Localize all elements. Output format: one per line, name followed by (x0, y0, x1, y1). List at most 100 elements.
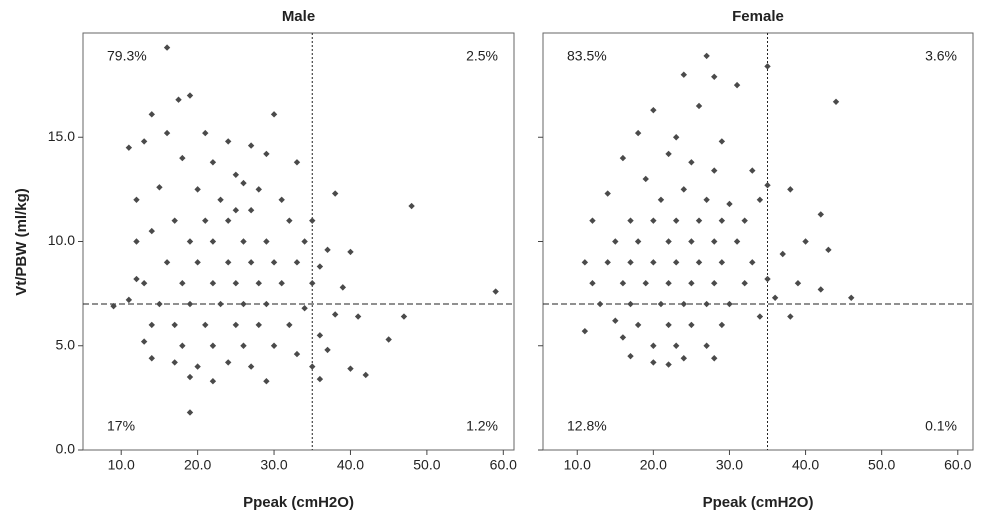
data-point (148, 111, 155, 118)
data-point (270, 342, 278, 349)
data-point (232, 321, 240, 329)
data-point (247, 207, 255, 214)
data-point (848, 294, 855, 301)
data-point (741, 280, 748, 287)
data-point (711, 280, 718, 287)
data-point (741, 217, 748, 224)
data-point (209, 280, 217, 287)
quadrant-annotation: 1.2% (466, 418, 498, 434)
data-point (263, 238, 270, 245)
data-point (240, 238, 247, 245)
data-point (286, 321, 293, 329)
x-tick-label: 50.0 (413, 457, 440, 473)
data-point (263, 377, 270, 385)
data-point (186, 409, 194, 416)
data-point (596, 300, 604, 308)
data-point (125, 296, 133, 304)
data-point (194, 363, 201, 370)
data-point (133, 238, 140, 245)
data-point (148, 355, 155, 362)
x-tick-label: 60.0 (490, 457, 517, 473)
data-point (309, 217, 316, 224)
data-point (293, 350, 301, 358)
data-point (581, 259, 589, 266)
data-point (278, 280, 285, 287)
data-point (316, 332, 324, 339)
data-point (293, 159, 301, 166)
data-point (779, 250, 786, 258)
data-point (787, 313, 794, 320)
y-tick-label: 0.0 (56, 441, 76, 457)
data-point (247, 363, 255, 370)
data-point (680, 71, 687, 78)
data-point (232, 171, 240, 178)
data-point (749, 259, 756, 266)
x-tick-label: 30.0 (260, 457, 287, 473)
data-point (148, 227, 155, 235)
data-point (209, 377, 217, 385)
data-point (711, 355, 718, 362)
data-point (832, 98, 840, 106)
data-point (726, 200, 733, 208)
data-point (650, 359, 657, 366)
data-point (171, 217, 178, 224)
data-point (347, 248, 354, 256)
data-point (156, 300, 163, 308)
data-point (634, 129, 642, 137)
data-point (324, 246, 331, 254)
data-point (232, 280, 240, 287)
data-point (604, 190, 611, 197)
panel-title: Male (282, 8, 315, 25)
data-point (665, 238, 672, 245)
data-point (612, 238, 619, 245)
data-point (133, 275, 140, 283)
quadrant-annotation: 12.8% (567, 418, 607, 434)
quadrant-annotation: 3.6% (925, 48, 957, 64)
data-point (140, 138, 148, 145)
data-point (619, 334, 627, 341)
data-point (400, 313, 408, 320)
data-point (408, 202, 415, 210)
data-point (278, 196, 285, 203)
data-point (756, 313, 764, 320)
data-point (156, 184, 163, 191)
data-point (171, 321, 178, 329)
x-tick-label: 30.0 (716, 457, 743, 473)
data-point (186, 238, 194, 245)
data-point (354, 313, 362, 320)
data-point (817, 286, 824, 293)
data-point (232, 207, 240, 214)
data-point (756, 196, 764, 203)
data-point (309, 363, 316, 370)
x-tick-label: 40.0 (337, 457, 364, 473)
data-point (301, 238, 308, 245)
data-point (217, 196, 224, 203)
data-point (749, 167, 756, 174)
data-point (627, 217, 634, 224)
data-point (163, 259, 171, 266)
data-point (209, 159, 217, 166)
data-point (224, 259, 232, 266)
data-point (186, 373, 194, 381)
data-point (688, 159, 695, 166)
data-point (650, 217, 657, 224)
data-point (140, 280, 148, 287)
data-point (581, 327, 589, 335)
quadrant-annotation: 2.5% (466, 48, 498, 64)
data-point (688, 280, 695, 287)
data-point (657, 300, 665, 308)
x-tick-label: 10.0 (564, 457, 591, 473)
data-point (316, 263, 324, 270)
data-point (589, 217, 596, 224)
data-point (680, 300, 687, 308)
data-point (263, 300, 270, 308)
y-tick-label: 5.0 (56, 336, 76, 352)
data-point (627, 300, 634, 308)
data-point (703, 52, 710, 60)
data-point (362, 371, 369, 379)
quadrant-annotation: 17% (107, 418, 135, 434)
panel-title: Female (732, 8, 784, 25)
plot-frame (542, 32, 974, 451)
x-tick-label: 20.0 (184, 457, 211, 473)
data-point (110, 302, 117, 310)
